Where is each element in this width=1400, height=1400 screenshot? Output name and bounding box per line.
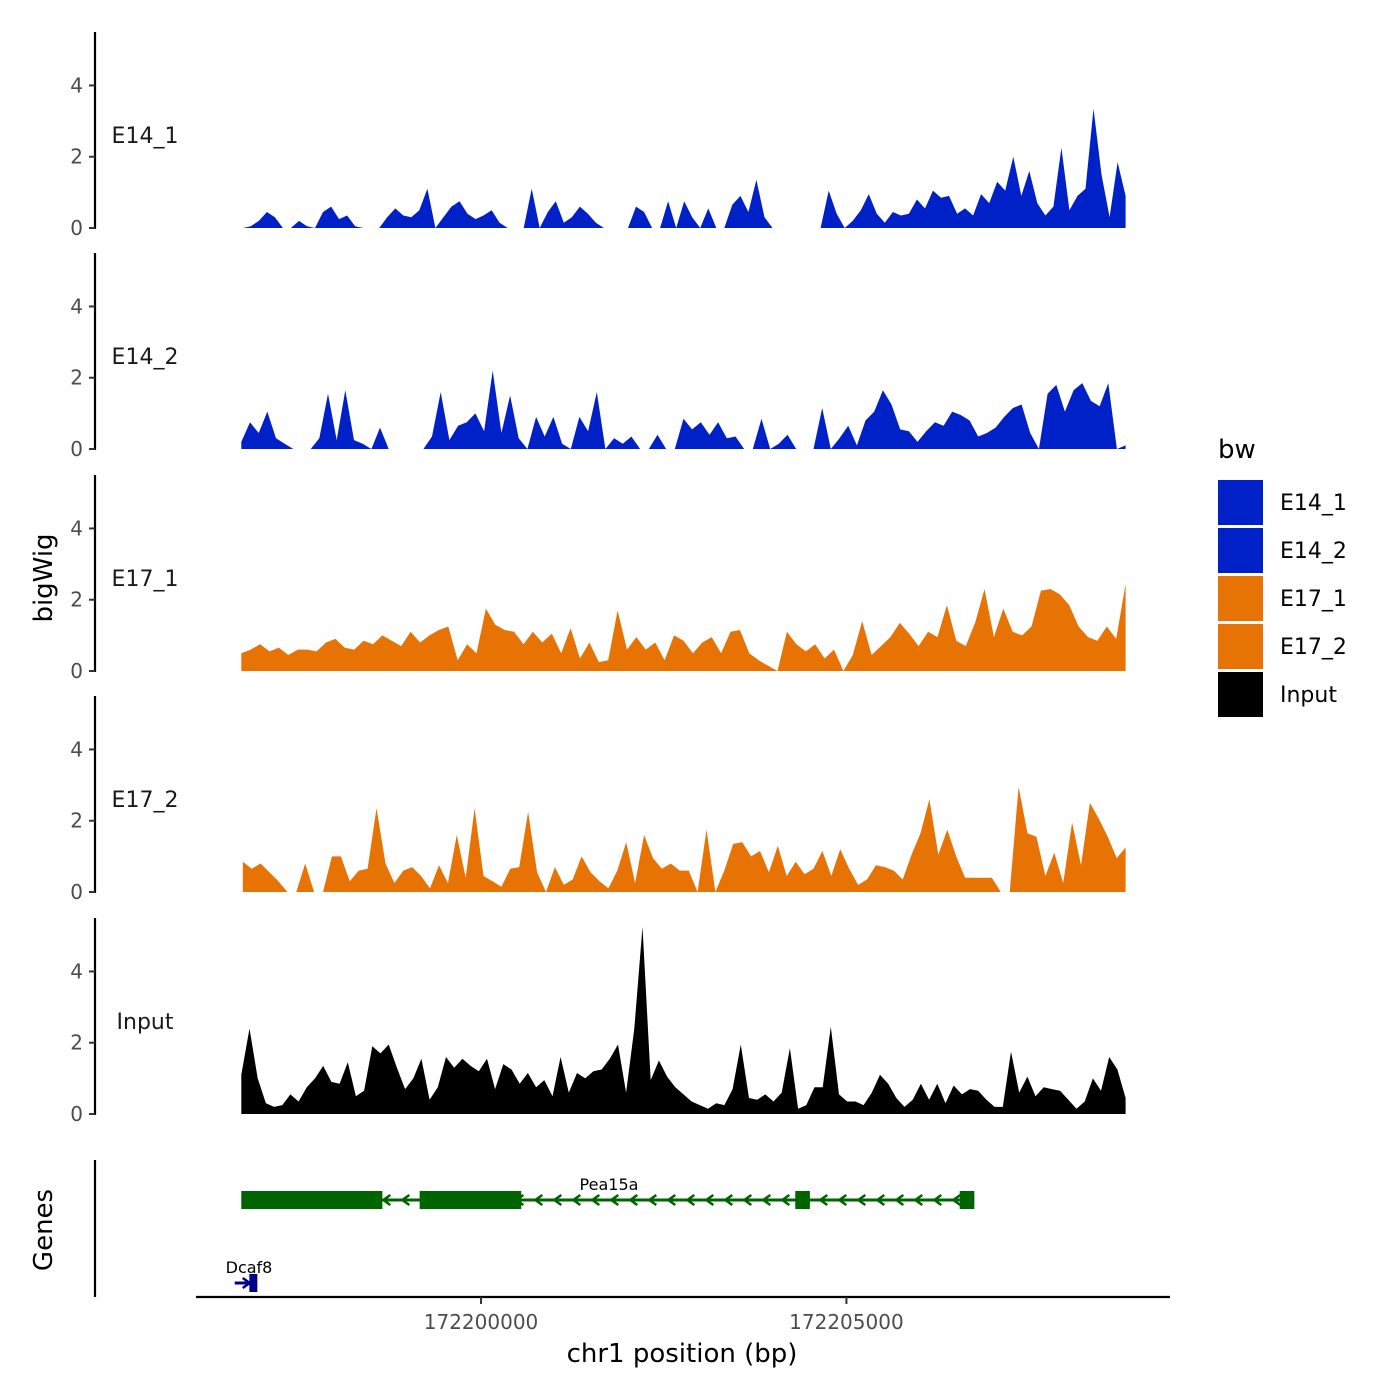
- track-label: E17_1: [112, 567, 179, 592]
- track-e17_1: 0 2 4 E17_1: [70, 475, 1126, 683]
- y-tick-label: 0: [70, 880, 83, 904]
- exon: [241, 1191, 383, 1209]
- strand-chevron: [837, 1193, 848, 1207]
- strand-chevron: [666, 1193, 677, 1207]
- legend-item-e17_2: E17_2: [1218, 624, 1347, 669]
- strand-chevron: [856, 1193, 867, 1207]
- x-tick-label: 172205000: [789, 1310, 904, 1334]
- track-e14_2: 0 2 4 E14_2: [70, 253, 1126, 461]
- y-tick-label: 4: [70, 73, 83, 97]
- legend-label: Input: [1280, 683, 1337, 708]
- track-e14_1: 0 2 4 E14_1: [70, 32, 1126, 240]
- legend-swatch: [1218, 672, 1263, 717]
- y-tick-label: 4: [70, 959, 83, 983]
- track-label: E14_1: [112, 124, 179, 149]
- legend-swatch: [1218, 624, 1263, 669]
- strand-chevron: [400, 1193, 411, 1207]
- strand-chevron: [381, 1193, 392, 1207]
- track-label: E14_2: [112, 345, 179, 370]
- tracks-layer: 0 2 4 E14_1 0 2 4 E14_2 0 2 4 E17_1 0 2 4 E17_2 0 2 4 Input: [70, 32, 1126, 1126]
- area-e14_1: [242, 108, 1126, 228]
- gene-label: Pea15a: [580, 1175, 639, 1194]
- strand-chevron: [780, 1193, 791, 1207]
- y-tick-label: 0: [70, 659, 83, 683]
- y-tick-label: 0: [70, 216, 83, 240]
- legend-swatch: [1218, 576, 1263, 621]
- gene-dcaf8: Dcaf8: [226, 1258, 273, 1292]
- x-axis: 172200000 172205000: [196, 1295, 1170, 1334]
- legend-title: bw: [1218, 435, 1256, 465]
- y-tick-label: 4: [70, 516, 83, 540]
- y-tick-label: 2: [70, 809, 83, 833]
- exon: [419, 1191, 522, 1209]
- track-label: E17_2: [112, 788, 179, 813]
- legend-label: E14_1: [1280, 491, 1347, 516]
- strand-chevron: [628, 1193, 639, 1207]
- legend-swatch: [1218, 480, 1263, 525]
- y-tick-label: 0: [70, 1102, 83, 1126]
- track-e17_2: 0 2 4 E17_2: [70, 696, 1126, 904]
- strand-chevron: [552, 1193, 563, 1207]
- strand-chevron: [951, 1193, 962, 1207]
- strand-chevron: [818, 1193, 829, 1207]
- track-label: Input: [117, 1010, 174, 1035]
- gene-pea15a: Pea15a: [241, 1175, 975, 1209]
- legend-label: E17_2: [1280, 635, 1347, 660]
- strand-chevron: [742, 1193, 753, 1207]
- legend-item-input: Input: [1218, 672, 1337, 717]
- area-e17_1: [241, 583, 1126, 671]
- strand-chevron: [647, 1193, 658, 1207]
- legend-label: E17_1: [1280, 587, 1347, 612]
- strand-chevron: [913, 1193, 924, 1207]
- strand-chevron: [761, 1193, 772, 1207]
- y-tick-label: 2: [70, 588, 83, 612]
- gene-label: Dcaf8: [226, 1258, 273, 1277]
- x-axis-title: chr1 position (bp): [567, 1339, 798, 1369]
- y-axis-title: bigWig: [29, 533, 59, 622]
- legend-item-e14_1: E14_1: [1218, 480, 1347, 525]
- y-tick-label: 2: [70, 366, 83, 390]
- y-tick-label: 4: [70, 737, 83, 761]
- legend-swatch: [1218, 528, 1263, 573]
- strand-chevron: [723, 1193, 734, 1207]
- legend-label: E14_2: [1280, 539, 1347, 564]
- strand-chevron: [704, 1193, 715, 1207]
- genes-axis-title: Genes: [29, 1189, 59, 1271]
- strand-chevron: [590, 1193, 601, 1207]
- x-tick-label: 172200000: [424, 1310, 539, 1334]
- strand-chevron: [932, 1193, 943, 1207]
- y-tick-label: 4: [70, 294, 83, 318]
- exon: [959, 1191, 975, 1209]
- track-input: 0 2 4 Input: [70, 918, 1126, 1126]
- y-tick-label: 2: [70, 145, 83, 169]
- strand-chevron: [609, 1193, 620, 1207]
- y-tick-label: 0: [70, 437, 83, 461]
- strand-chevron: [571, 1193, 582, 1207]
- strand-chevron: [533, 1193, 544, 1207]
- genes-panel: Pea15a Dcaf8: [93, 1160, 975, 1297]
- strand-chevron: [894, 1193, 905, 1207]
- exon: [249, 1274, 258, 1292]
- area-e17_2: [242, 786, 1126, 892]
- exon: [795, 1191, 810, 1209]
- legend-item-e17_1: E17_1: [1218, 576, 1347, 621]
- strand-chevron: [875, 1193, 886, 1207]
- legend: bw E14_1 E14_2 E17_1 E17_2 Input: [1218, 435, 1347, 717]
- y-tick-label: 2: [70, 1031, 83, 1055]
- legend-item-e14_2: E14_2: [1218, 528, 1347, 573]
- area-input: [241, 926, 1126, 1114]
- strand-chevron: [685, 1193, 696, 1207]
- area-e14_2: [241, 370, 1126, 449]
